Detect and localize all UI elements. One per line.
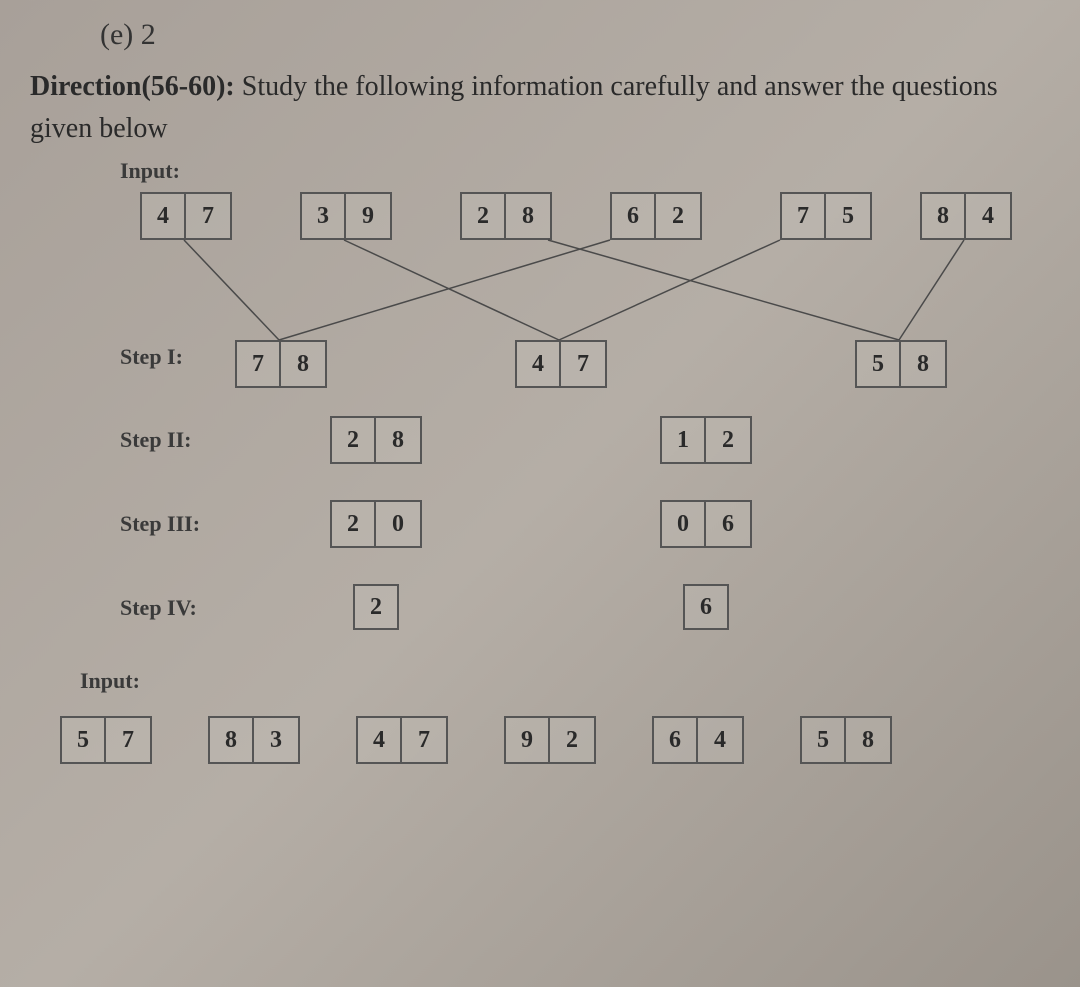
number-pair: 28 — [330, 416, 422, 464]
number-cell: 5 — [802, 718, 846, 762]
number-cell: 4 — [517, 342, 561, 386]
number-pair: 83 — [208, 716, 300, 764]
number-cell: 8 — [506, 194, 550, 238]
number-cell: 7 — [782, 194, 826, 238]
number-cell: 8 — [922, 194, 966, 238]
number-cell: 8 — [846, 718, 890, 762]
number-pair: 39 — [300, 192, 392, 240]
number-cell: 4 — [698, 718, 742, 762]
number-cell: 8 — [376, 418, 420, 462]
number-cell: 2 — [332, 502, 376, 546]
number-pair: 06 — [660, 500, 752, 548]
number-cell: 6 — [654, 718, 698, 762]
number-cell: 4 — [966, 194, 1010, 238]
number-pair: 78 — [235, 340, 327, 388]
step2-row: 2812 — [230, 416, 1050, 464]
number-cell: 2 — [462, 194, 506, 238]
number-cell: 8 — [901, 342, 945, 386]
number-pair: 62 — [610, 192, 702, 240]
number-cell: 7 — [402, 718, 446, 762]
option-e-text: (e) 2 — [100, 18, 1050, 52]
number-pair: 47 — [515, 340, 607, 388]
number-pair: 20 — [330, 500, 422, 548]
number-pair: 75 — [780, 192, 872, 240]
step3-label: Step III: — [120, 511, 200, 536]
direction-paragraph: Direction(56-60): Study the following in… — [30, 66, 1050, 150]
number-pair: 12 — [660, 416, 752, 464]
number-cell: 9 — [506, 718, 550, 762]
question-input-label: Input: — [80, 668, 1050, 694]
step2-label: Step II: — [120, 427, 192, 452]
number-single: 6 — [683, 584, 729, 630]
number-cell: 6 — [612, 194, 656, 238]
number-cell: 6 — [706, 502, 750, 546]
number-pair: 58 — [855, 340, 947, 388]
number-cell: 3 — [254, 718, 298, 762]
number-pair: 64 — [652, 716, 744, 764]
example-diagram: 473928627584 Step I: 784758 — [30, 192, 1050, 392]
step1-label: Step I: — [120, 344, 183, 369]
question-input-row: 578347926458 — [60, 716, 1050, 764]
number-cell: 2 — [706, 418, 750, 462]
number-cell: 4 — [142, 194, 186, 238]
number-cell: 3 — [302, 194, 346, 238]
number-cell: 5 — [857, 342, 901, 386]
step4-label: Step IV: — [120, 595, 197, 620]
step4-row: 26 — [230, 584, 1050, 632]
number-single: 2 — [353, 584, 399, 630]
number-cell: 0 — [376, 502, 420, 546]
number-cell: 1 — [662, 418, 706, 462]
number-pair: 58 — [800, 716, 892, 764]
number-cell: 2 — [656, 194, 700, 238]
number-cell: 2 — [332, 418, 376, 462]
number-pair: 47 — [140, 192, 232, 240]
number-cell: 9 — [346, 194, 390, 238]
example-input-label: Input: — [120, 158, 1050, 184]
number-cell: 7 — [237, 342, 281, 386]
number-pair: 92 — [504, 716, 596, 764]
number-cell: 5 — [62, 718, 106, 762]
direction-bold: Direction(56-60): — [30, 71, 235, 102]
number-cell: 0 — [662, 502, 706, 546]
number-cell: 7 — [561, 342, 605, 386]
number-cell: 8 — [281, 342, 325, 386]
number-pair: 57 — [60, 716, 152, 764]
number-pair: 28 — [460, 192, 552, 240]
step3-row: 2006 — [230, 500, 1050, 548]
number-cell: 8 — [210, 718, 254, 762]
step1-label-wrap: Step I: — [120, 344, 183, 370]
number-pair: 84 — [920, 192, 1012, 240]
number-cell: 5 — [826, 194, 870, 238]
number-cell: 4 — [358, 718, 402, 762]
number-cell: 7 — [186, 194, 230, 238]
number-cell: 2 — [550, 718, 594, 762]
number-cell: 7 — [106, 718, 150, 762]
number-pair: 47 — [356, 716, 448, 764]
